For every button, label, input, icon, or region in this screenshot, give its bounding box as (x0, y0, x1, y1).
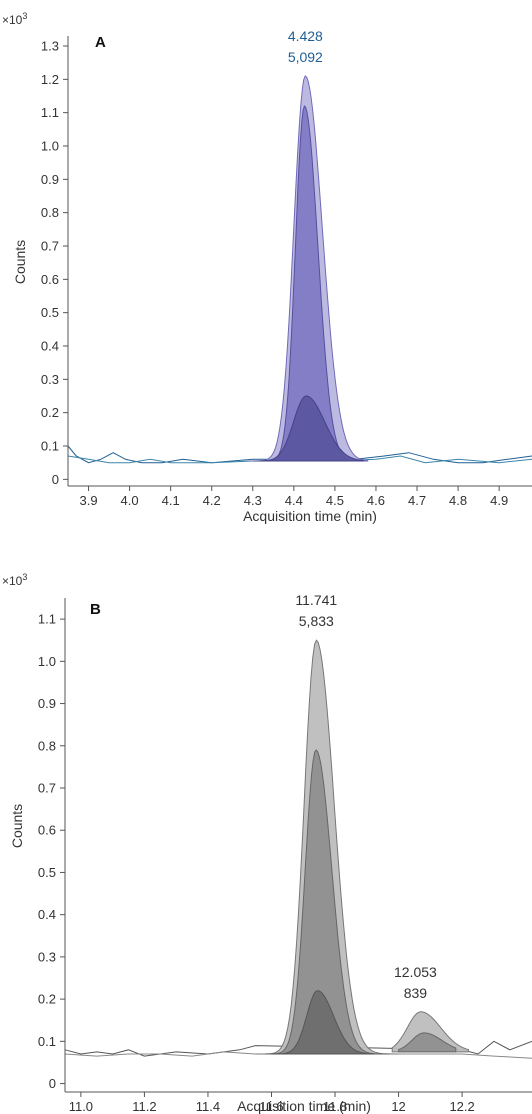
panel-b-y-tick-label: 0.6 (38, 823, 56, 838)
panel-a-peak-area (252, 395, 365, 462)
panel-b-y-tick-label: 0.4 (38, 907, 56, 922)
panel-b-multiplier: ×103 (2, 572, 27, 588)
panel-b-plot-area (64, 639, 532, 1059)
panel-b-peak-annotations: 11.741 5,833 12.053 839 (295, 592, 437, 1001)
panel-a-y-tick-label: 0.5 (41, 305, 59, 320)
panel-a-y-tick-label: 0.8 (41, 205, 59, 220)
panel-a-multiplier: ×103 (2, 11, 27, 27)
panel-a-y-tick-label: 0.7 (41, 239, 59, 254)
panel-b-peak-label: 839 (404, 985, 428, 1001)
panel-b-y-tick-label: 0.3 (38, 949, 56, 964)
panel-a-y-tick-label: 0.9 (41, 172, 59, 187)
panel-b-x-ticks: 11.0 11.2 11.4 11.6 11.8 12 12.2 (69, 1092, 475, 1114)
panel-b-peak-area (271, 990, 374, 1055)
panel-b-x-tick-label: 11.4 (196, 1099, 220, 1114)
panel-b-x-tick-label: 12 (391, 1099, 405, 1114)
panel-b-peak-label: 12.053 (394, 964, 437, 980)
panel-a-y-tick-label: 0.3 (41, 372, 59, 387)
panel-a-x-tick-label: 4.3 (244, 493, 262, 508)
panel-a-y-tick-label: 0.6 (41, 272, 59, 287)
panel-a-y-tick-label: 1.3 (41, 39, 59, 54)
panel-a-y-tick-label: 0.4 (41, 339, 59, 354)
panel-b-peak-area (398, 1032, 457, 1053)
panel-a-y-tick-label: 1.1 (41, 105, 59, 120)
panel-a-x-tick-label: 4.6 (367, 493, 385, 508)
panel-a-y-tick-label: 1.0 (41, 139, 59, 154)
panel-a-x-ticks: 3.9 4.0 4.1 4.2 4.3 4.4 4.5 4.6 4.7 4.8 4.9 (79, 486, 508, 508)
panel-a-x-tick-label: 4.9 (490, 493, 508, 508)
panel-b-y-tick-label: 0.1 (38, 1034, 56, 1049)
panel-b-y-ticks: 0 0.1 0.2 0.3 0.4 0.5 0.6 0.7 0.8 0.9 1.0 1.1 (38, 612, 65, 1091)
panel-b-y-tick-label: 0 (49, 1076, 56, 1091)
panel-a-y-tick-label: 0 (52, 472, 59, 487)
panel-a-y-tick-label: 0.2 (41, 405, 59, 420)
panel-b-x-tick-label: 11.0 (69, 1099, 93, 1114)
panel-a-x-tick-label: 4.0 (121, 493, 139, 508)
panel-b-peak-label: 5,833 (299, 613, 334, 629)
panel-a-label: A (95, 34, 106, 51)
panel-b-y-tick-label: 1.1 (38, 612, 56, 627)
panel-a-x-axis-label: Acquisition time (min) (243, 508, 377, 524)
panel-a-peak-label: 4.428 (288, 28, 323, 44)
panel-b-x-axis-label: Acquisition time (min) (237, 1098, 371, 1114)
panel-a-y-ticks: 0 0.1 0.2 0.3 0.4 0.5 0.6 0.7 0.8 0.9 1.0 1.1 1.2 1.3 (41, 39, 68, 487)
panel-b-x-tick-label: 12.2 (449, 1099, 474, 1114)
panel-b-y-tick-label: 0.5 (38, 865, 56, 880)
panel-a-chart: 0 0.1 0.2 0.3 0.4 0.5 0.6 0.7 0.8 0.9 1.0 1.1 1.2 1.3… (2, 11, 532, 524)
panel-b-y-tick-label: 1.0 (38, 654, 56, 669)
panel-b-chart: 00.10.20.30.40.50.60.70.80.91.01.1 11.0 1… (2, 572, 532, 1114)
panel-b-x-tick-label: 11.8 (323, 1099, 347, 1114)
panel-b-y-tick-label: 0.7 (38, 781, 56, 796)
panel-b-trace-line (64, 1051, 532, 1059)
panel-b-y-tick-label: 0.2 (38, 992, 56, 1007)
panel-b-label: B (90, 601, 101, 618)
panel-a-y-tick-label: 0.1 (41, 439, 59, 454)
panel-a-x-tick-label: 4.2 (203, 493, 221, 508)
panel-a-x-tick-label: 4.5 (326, 493, 344, 508)
panel-a-y-tick-label: 1.2 (41, 72, 59, 87)
panel-a-peak-label: 5,092 (288, 49, 323, 65)
panel-a-x-tick-label: 4.8 (449, 493, 467, 508)
panel-b-x-tick-label: 11.6 (259, 1099, 283, 1114)
panel-b-y-axis-label: Counts (9, 804, 25, 848)
panel-a-trace-line (67, 445, 532, 464)
panel-b-x-tick-label: 11.2 (132, 1099, 156, 1114)
panel-a-x-tick-label: 4.1 (162, 493, 180, 508)
panel-a-y-axis-label: Counts (12, 240, 28, 284)
panel-a-plot-area (67, 75, 532, 464)
panel-a-x-tick-label: 4.7 (408, 493, 426, 508)
panel-b-y-tick-label: 0.9 (38, 696, 56, 711)
panel-b-peak-area (265, 749, 389, 1055)
panel-b-peak-label: 11.741 (295, 592, 337, 608)
panel-a-x-tick-label: 3.9 (79, 493, 97, 508)
panel-a-peak-annotation: 4.428 5,092 (288, 28, 323, 65)
panel-b-y-tick-label: 0.8 (38, 738, 56, 753)
panel-a-x-tick-label: 4.4 (285, 493, 303, 508)
